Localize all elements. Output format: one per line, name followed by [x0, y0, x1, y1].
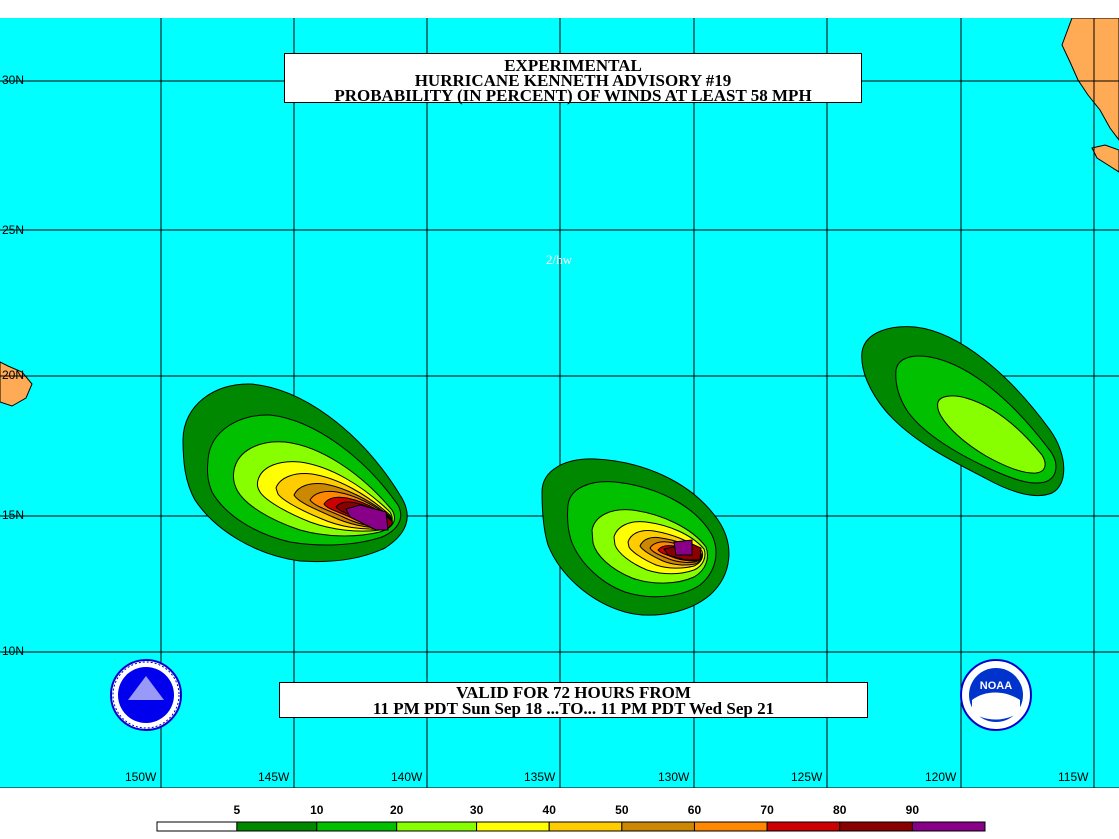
lat-label-30n: 30N — [2, 73, 25, 87]
lon-label-140w: 140W — [391, 770, 423, 784]
scale-label-20: 20 — [389, 803, 404, 817]
scale-label-30: 30 — [469, 803, 484, 817]
scale-swatch-5 — [548, 821, 623, 832]
scale-swatch-7 — [693, 821, 768, 832]
lat-label-15n: 15N — [2, 508, 25, 522]
lon-label-130w: 130W — [658, 770, 690, 784]
valid-line-2: 11 PM PDT Sun Sep 18 ...TO... 11 PM PDT … — [372, 699, 775, 718]
probability-swath-east — [861, 326, 1065, 497]
probability-swath-west — [182, 383, 408, 563]
title-line-3: PROBABILITY (IN PERCENT) OF WINDS AT LEA… — [334, 86, 812, 105]
scale-label-40: 40 — [542, 803, 556, 817]
svg-text:NOAA: NOAA — [980, 680, 1012, 692]
scale-label-50: 50 — [615, 803, 629, 817]
scale-swatch-2 — [316, 821, 398, 832]
author-note: 2/hw — [546, 252, 572, 267]
scale-swatch-8 — [766, 821, 841, 832]
scale-label-70: 70 — [760, 803, 774, 817]
scale-swatch-3 — [396, 821, 478, 832]
lon-label-150w: 150W — [125, 770, 157, 784]
title-line-2: HURRICANE KENNETH ADVISORY #19 — [414, 71, 732, 90]
scale-label-10: 10 — [310, 803, 324, 817]
nws-seal-icon — [110, 659, 182, 731]
color-scale — [156, 821, 986, 832]
lat-label-25n: 25N — [2, 223, 25, 237]
scale-label-5: 5 — [233, 803, 241, 817]
scale-swatch-9 — [839, 821, 913, 832]
scale-label-60: 60 — [687, 803, 702, 817]
valid-line-1: VALID FOR 72 HOURS FROM — [456, 683, 691, 702]
scale-swatch-6 — [621, 821, 695, 832]
valid-period: VALID FOR 72 HOURS FROM 11 PM PDT Sun Se… — [279, 682, 868, 718]
probability-swath-middle — [541, 458, 730, 616]
map-title: EXPERIMENTAL HURRICANE KENNETH ADVISORY … — [284, 53, 862, 105]
hawaii-island — [0, 361, 33, 407]
lon-label-125w: 125W — [791, 770, 823, 784]
title-line-1: EXPERIMENTAL — [504, 56, 642, 75]
lon-label-120w: 120W — [925, 770, 957, 784]
scale-swatch-1 — [236, 821, 318, 832]
lon-label-145w: 145W — [258, 770, 290, 784]
scale-swatch-10 — [911, 821, 986, 832]
lon-label-115w: 115W — [1058, 770, 1089, 784]
scale-label-90: 90 — [905, 803, 920, 817]
lon-label-135w: 135W — [524, 770, 556, 784]
mexico-coast — [1091, 144, 1119, 173]
scale-label-80: 80 — [833, 803, 847, 817]
scale-swatch-0 — [156, 821, 238, 832]
noaa-logo-icon: NOAA — [960, 659, 1032, 731]
lat-label-20n: 20N — [2, 368, 25, 382]
lat-label-10n: 10N — [2, 644, 25, 658]
scale-swatch-4 — [476, 821, 550, 832]
